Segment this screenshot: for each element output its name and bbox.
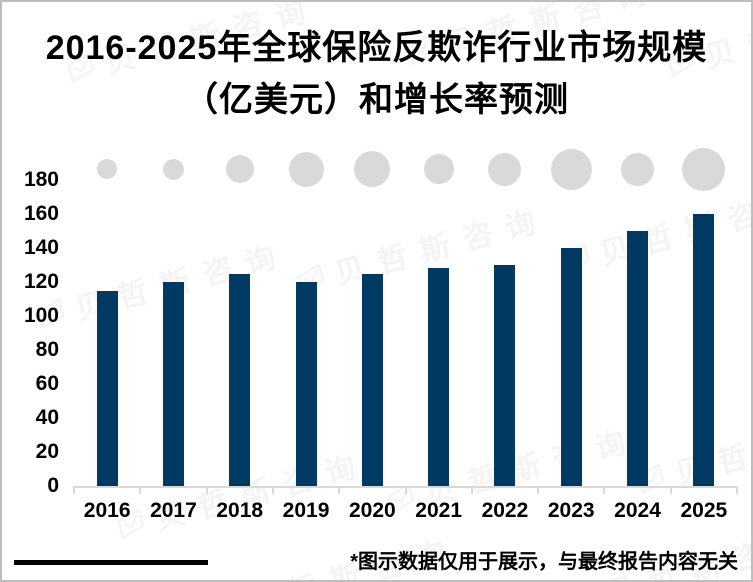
footnote-divider xyxy=(14,560,208,565)
y-tick-label: 80 xyxy=(35,338,59,361)
y-tick-label: 140 xyxy=(23,236,59,259)
growth-bubble-2021 xyxy=(423,154,454,184)
chart-title-line1: 2016-2025年全球保险反欺诈行业市场规模 xyxy=(45,29,708,67)
x-axis-tick xyxy=(537,486,540,494)
x-axis-tick xyxy=(73,486,75,494)
x-axis-tick xyxy=(470,486,473,494)
bar-2018 xyxy=(229,273,251,486)
x-axis-tick xyxy=(338,486,341,494)
bar-2016 xyxy=(96,290,118,486)
bar-2020 xyxy=(361,273,383,486)
bar-2025 xyxy=(693,214,715,486)
x-axis-tick xyxy=(271,486,274,494)
growth-bubble-2025 xyxy=(682,147,726,191)
bar-2024 xyxy=(627,231,649,486)
y-tick-label: 180 xyxy=(23,168,59,191)
bar-2022 xyxy=(494,265,516,486)
x-tick-label-2020: 2020 xyxy=(348,499,396,522)
x-tick-label-2016: 2016 xyxy=(83,499,131,522)
x-tick-label-2022: 2022 xyxy=(481,499,529,522)
growth-bubble-2023 xyxy=(550,148,592,190)
y-tick-label: 40 xyxy=(35,406,59,429)
growth-bubble-2017 xyxy=(162,158,184,180)
x-tick-label-2017: 2017 xyxy=(150,499,197,522)
x-tick-label-2025: 2025 xyxy=(680,499,728,522)
y-tick-label: 160 xyxy=(23,202,59,225)
bar-2023 xyxy=(560,248,582,486)
y-axis: 0 20 40 60 80 100 120 140 160 180 xyxy=(2,2,59,502)
growth-bubble-2024 xyxy=(621,152,655,186)
growth-bubble-2018 xyxy=(225,155,254,183)
growth-bubble-2022 xyxy=(488,152,522,186)
chart-title-line2: （亿美元）和增长率预测 xyxy=(184,81,569,119)
chart-title: 2016-2025年全球保险反欺诈行业市场规模 （亿美元）和增长率预测 xyxy=(2,22,751,126)
bar-2021 xyxy=(428,268,450,486)
growth-bubble-2016 xyxy=(97,159,118,179)
y-tick-label: 60 xyxy=(35,372,59,395)
x-tick-label-2023: 2023 xyxy=(547,499,595,522)
x-tick-label-2019: 2019 xyxy=(282,499,330,522)
x-tick-label-2024: 2024 xyxy=(614,499,661,522)
growth-bubble-2019 xyxy=(288,151,324,187)
x-axis-tick xyxy=(736,486,738,494)
x-axis-tick xyxy=(404,486,407,494)
y-tick-label: 100 xyxy=(23,304,59,327)
y-tick-label: 0 xyxy=(47,474,59,497)
x-axis-tick xyxy=(205,486,208,494)
growth-bubble-2020 xyxy=(354,151,391,187)
bar-2017 xyxy=(162,282,184,486)
y-tick-label: 20 xyxy=(35,440,59,463)
x-axis-tick xyxy=(669,486,672,494)
x-tick-label-2018: 2018 xyxy=(216,499,264,522)
x-axis: 2016 2017 2018 2019 2020 2021 2022 2023 2024 2025 xyxy=(74,498,737,528)
y-tick-label: 120 xyxy=(23,270,59,293)
footnote-text: *图示数据仅用于展示，与最终报告内容无关 xyxy=(350,551,738,573)
x-axis-tick xyxy=(139,486,142,494)
x-axis-tick xyxy=(603,486,606,494)
bar-2019 xyxy=(295,282,317,486)
x-tick-label-2021: 2021 xyxy=(415,499,462,522)
plot-area xyxy=(73,132,738,494)
